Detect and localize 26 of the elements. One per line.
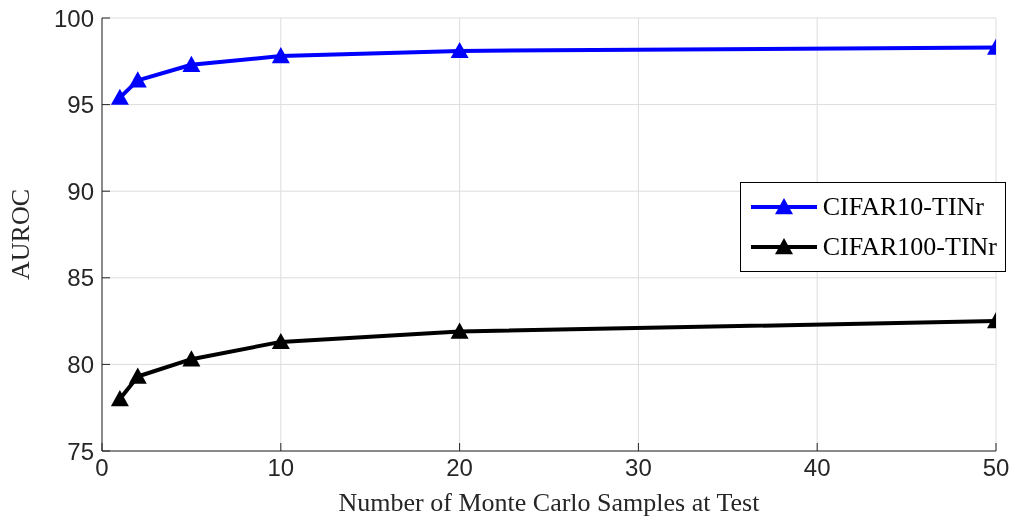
x-tick-label: 0 [95,454,109,482]
point [128,367,147,384]
y-tick-label: 75 [67,437,94,465]
point [110,88,129,105]
point [450,322,469,339]
point [271,332,290,350]
point [450,41,469,59]
point [182,350,201,367]
y-tick-label: 90 [67,177,94,205]
y-tick-label: 85 [67,264,94,292]
y-tick-label: 100 [53,4,94,32]
legend-label: CIFAR100-TINr [822,232,997,262]
x-tick-label: 50 [982,454,1010,482]
point [128,71,147,88]
y-tick-label: 95 [67,91,94,119]
x-axis-title: Number of Monte Carlo Samples at Test [338,488,761,517]
legend-label: CIFAR10-TINr [822,192,984,222]
point [182,55,201,72]
y-axis-title: AUROC [6,188,36,281]
x-tick-label: 30 [625,454,652,482]
x-tick-label: 10 [267,454,295,482]
point [271,47,290,64]
x-tick-label: 20 [446,454,473,482]
point [110,390,129,407]
x-tick-label: 40 [803,454,831,482]
y-tick-label: 80 [67,350,94,378]
